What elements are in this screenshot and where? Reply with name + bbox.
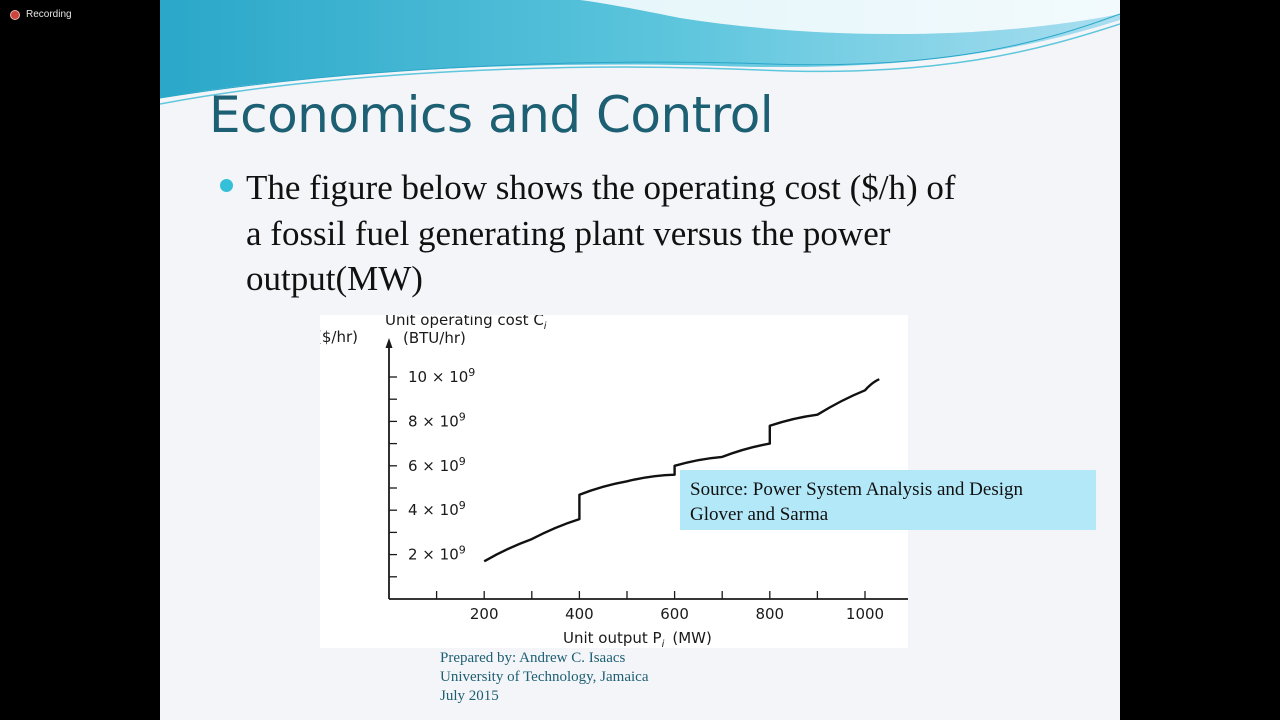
bullet-line: a fossil fuel generating plant versus th… [246, 213, 891, 253]
slide-title: Economics and Control [209, 86, 774, 144]
y-tick-label: 8 × 109 [408, 410, 466, 430]
x-tick-label: 1000 [846, 605, 884, 623]
bullet-line: The figure below shows the operating cos… [246, 168, 956, 207]
recording-indicator: Recording [10, 9, 72, 20]
x-ticks: 200 400 600 800 1000 [435, 591, 884, 623]
header-wave-decoration [160, 0, 1120, 105]
chart-axes [385, 338, 908, 600]
y-tick-label: 2 × 109 [408, 544, 466, 564]
slide: Economics and Control The figure below s… [160, 0, 1120, 720]
y-tick-label: 6 × 109 [408, 455, 466, 475]
bullet-text: The figure below shows the operating cos… [246, 165, 1086, 302]
series-group [483, 378, 880, 563]
credit-line: University of Technology, Jamaica [440, 669, 649, 685]
source-line: Source: Power System Analysis and Design [690, 479, 1024, 500]
cost-curve-chart: ($/hr) Unit operating cost Ci (BTU/hr) 2… [320, 315, 908, 648]
source-citation: Source: Power System Analysis and Design… [680, 470, 1096, 530]
recording-label: Recording [26, 9, 72, 20]
x-axis-title: Unit output Pi (MW) [563, 629, 712, 648]
y-tick-label: 4 × 109 [408, 499, 466, 519]
x-tick-label: 200 [470, 605, 499, 623]
record-icon [10, 9, 20, 20]
y-tick-label: 10 × 109 [408, 366, 475, 386]
bullet-line: output(MW) [246, 259, 423, 298]
y-axis-title: Unit operating cost Ci [385, 315, 547, 332]
x-tick-label: 800 [755, 605, 784, 623]
y-axis-unit: (BTU/hr) [403, 329, 466, 347]
x-tick-label: 600 [660, 605, 689, 623]
credit-line: July 2015 [440, 688, 499, 704]
source-line: Glover and Sarma [690, 504, 829, 525]
y-axis-arrow [385, 338, 393, 348]
bullet-icon [220, 179, 233, 192]
cost-curve-line [483, 378, 880, 563]
author-credits: Prepared by: Andrew C. Isaacs University… [440, 649, 648, 706]
y-unit-label: ($/hr) [320, 328, 358, 346]
credit-line: Prepared by: Andrew C. Isaacs [440, 650, 626, 666]
x-tick-label: 400 [565, 605, 594, 623]
y-ticks: 2 × 109 4 × 109 6 × 109 8 × 109 10 × 109 [389, 366, 475, 578]
